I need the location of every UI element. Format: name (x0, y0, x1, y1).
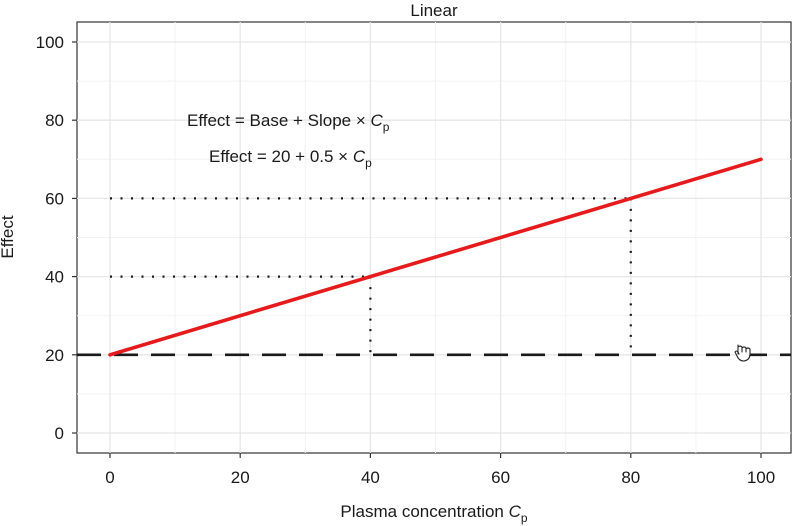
equation-specific-sub: p (365, 156, 372, 170)
equation-general-sub: p (383, 120, 390, 134)
equation-general: Effect = Base + Slope × Cp (187, 111, 390, 134)
chart-title: Linear (410, 1, 458, 20)
equation-specific-prefix: Effect = 20 + 0.5 × (209, 147, 353, 166)
y-tick-label: 100 (36, 33, 64, 52)
series-group (108, 157, 763, 357)
x-tick-label: 20 (231, 468, 250, 487)
x-tick-label: 60 (491, 468, 510, 487)
hand-cursor-icon (734, 344, 751, 362)
x-axis-ticks: 0 20 40 60 80 100 (105, 453, 775, 487)
equation-specific-var: C (353, 147, 366, 166)
x-tick-label: 80 (621, 468, 640, 487)
y-tick-label: 40 (45, 268, 64, 287)
y-tick-label: 60 (45, 189, 64, 208)
equation-general-prefix: Effect = Base + Slope × (187, 111, 371, 130)
x-tick-label: 40 (361, 468, 380, 487)
x-axis-title-var: C (509, 502, 522, 521)
reference-lines (110, 197, 632, 355)
y-axis-ticks: 0 20 40 60 80 100 (36, 33, 77, 443)
x-tick-label: 100 (747, 468, 775, 487)
grid-minor (77, 22, 791, 453)
equation-specific: Effect = 20 + 0.5 × Cp (209, 147, 372, 170)
x-axis-title-prefix: Plasma concentration (340, 502, 508, 521)
y-tick-label: 80 (45, 111, 64, 130)
x-axis-title: Plasma concentration Cp (340, 502, 527, 525)
x-tick-label: 0 (105, 468, 114, 487)
x-axis-title-sub: p (521, 511, 528, 525)
y-axis-title: Effect (0, 215, 17, 258)
equation-general-var: C (371, 111, 384, 130)
y-tick-label: 0 (55, 424, 64, 443)
series-line (108, 157, 763, 357)
y-tick-label: 20 (45, 346, 64, 365)
